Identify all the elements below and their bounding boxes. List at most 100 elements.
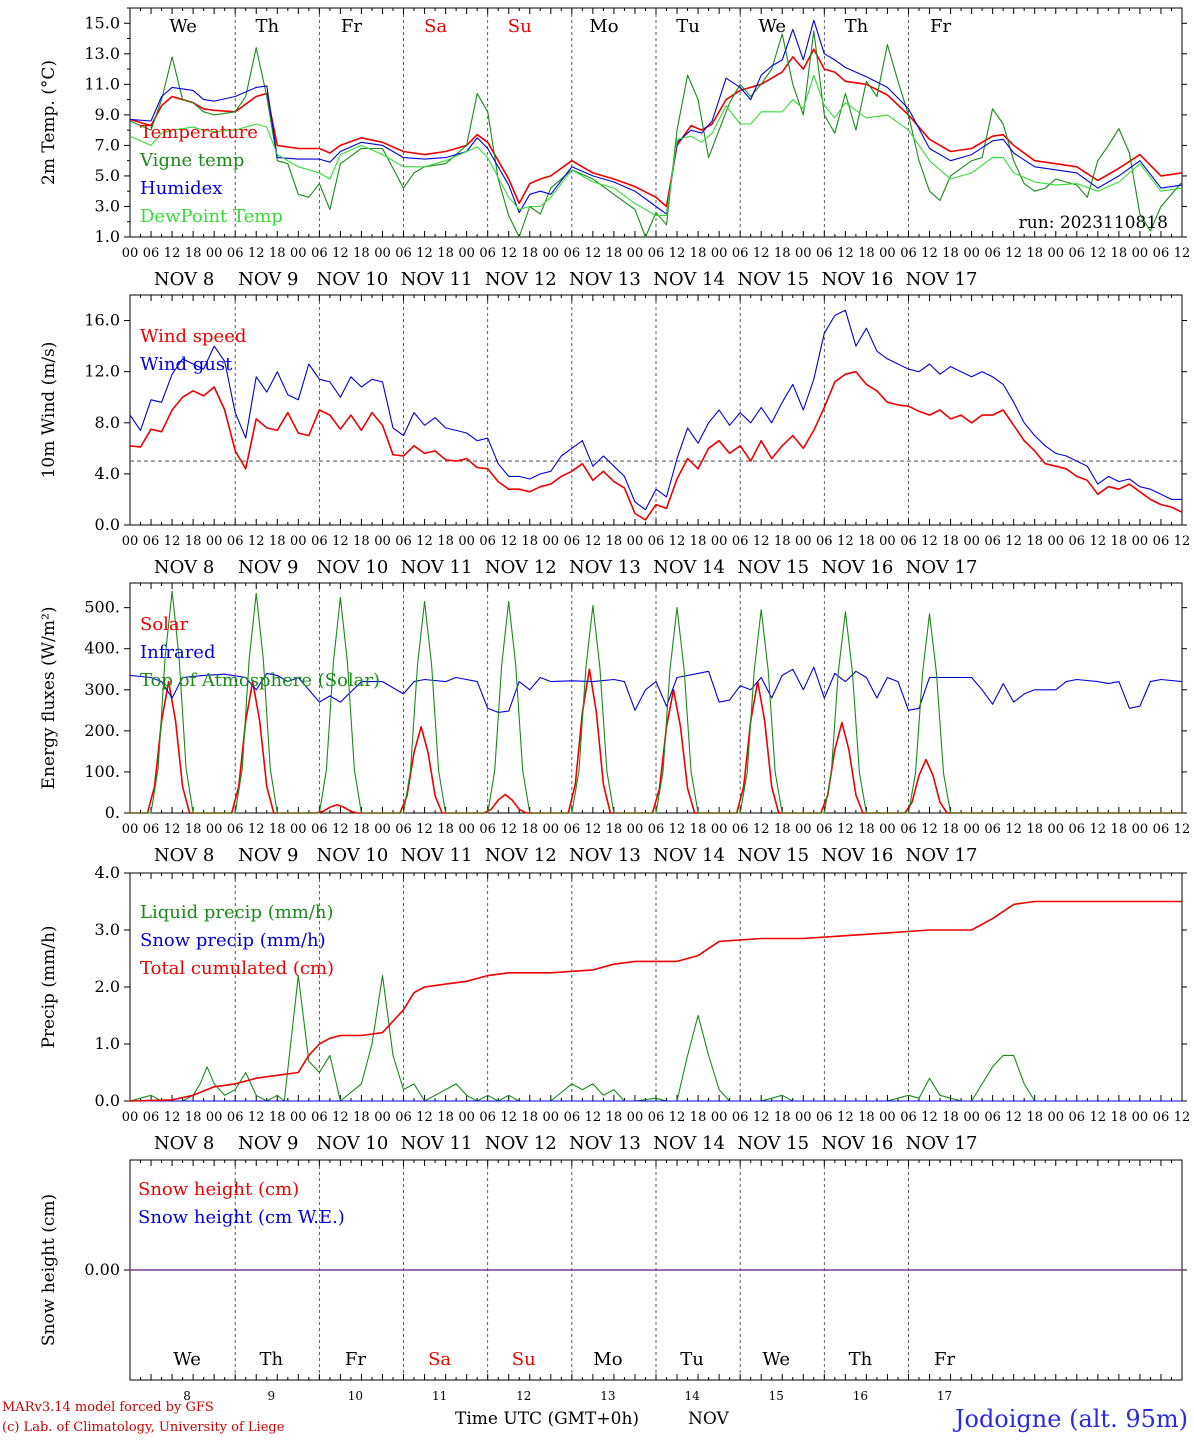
- hour-tick-label: 06: [900, 1110, 917, 1125]
- hour-tick-label: 00: [458, 246, 475, 261]
- date-label: NOV 9: [238, 1133, 298, 1154]
- weekday-label-bottom: Th: [259, 1349, 283, 1370]
- legend-entry: Snow height (cm): [138, 1179, 299, 1200]
- y-tick-label: 0.: [105, 803, 120, 822]
- hour-tick-label: 12: [669, 822, 686, 837]
- hour-tick-label: 12: [1174, 1110, 1191, 1125]
- hour-tick-label: 06: [1069, 822, 1086, 837]
- hour-tick-label: 00: [1132, 1110, 1149, 1125]
- weekday-label: Th: [845, 16, 869, 37]
- hour-tick-label: 12: [248, 1110, 265, 1125]
- y-tick-label: 8.0: [95, 413, 120, 432]
- hour-tick-label: 12: [669, 1110, 686, 1125]
- hour-tick-label: 18: [1026, 246, 1043, 261]
- hour-tick-label: 12: [1090, 822, 1107, 837]
- legend-entry: Vigne temp: [139, 150, 244, 171]
- hour-tick-label: 06: [143, 534, 160, 549]
- hour-tick-label: 00: [1047, 1110, 1064, 1125]
- hour-tick-label: 06: [395, 246, 412, 261]
- date-label: NOV 14: [653, 1133, 725, 1154]
- hour-tick-label: 06: [732, 534, 749, 549]
- hour-tick-label: 18: [1111, 246, 1128, 261]
- hour-tick-label: 06: [395, 822, 412, 837]
- hour-tick-label: 06: [479, 822, 496, 837]
- hour-tick-label: 12: [753, 534, 770, 549]
- date-label: NOV 14: [653, 557, 725, 578]
- day-number-label: 14: [684, 1389, 700, 1403]
- hour-tick-label: 06: [648, 822, 665, 837]
- hour-tick-label: 18: [1026, 822, 1043, 837]
- hour-tick-label: 00: [543, 534, 560, 549]
- hour-tick-label: 18: [858, 246, 875, 261]
- date-label: NOV 15: [737, 1133, 809, 1154]
- day-number-label: 9: [267, 1389, 275, 1403]
- weekday-label: Fr: [341, 16, 362, 37]
- hour-tick-label: 00: [963, 534, 980, 549]
- y-tick-label: 9.0: [95, 105, 120, 124]
- series-line-total-cumulated-cm-: [129, 900, 1182, 1102]
- panel-1: [124, 7, 1187, 238]
- weekday-label-bottom: We: [762, 1349, 790, 1370]
- hour-tick-label: 06: [143, 822, 160, 837]
- date-label: NOV 8: [154, 1133, 214, 1154]
- hour-tick-label: 12: [753, 822, 770, 837]
- hour-tick-label: 06: [227, 822, 244, 837]
- date-label: NOV 9: [238, 269, 298, 290]
- hour-tick-label: 12: [500, 822, 517, 837]
- hour-tick-label: 00: [711, 822, 728, 837]
- y-axis-label: Precip (mm/h): [39, 925, 59, 1048]
- date-label: NOV 11: [401, 269, 473, 290]
- hour-tick-label: 12: [1090, 534, 1107, 549]
- date-label: NOV 8: [154, 557, 214, 578]
- hour-tick-label: 18: [269, 822, 286, 837]
- date-label: NOV 11: [401, 1133, 473, 1154]
- hour-tick-label: 06: [1153, 246, 1170, 261]
- hour-tick-label: 18: [942, 822, 959, 837]
- panel-3: [124, 582, 1187, 814]
- day-number-label: 15: [769, 1389, 784, 1403]
- hour-tick-label: 12: [921, 822, 938, 837]
- date-label: NOV 13: [569, 845, 641, 866]
- hour-tick-label: 06: [227, 246, 244, 261]
- hour-tick-label: 12: [416, 246, 433, 261]
- date-label: NOV 15: [737, 269, 809, 290]
- hour-tick-label: 18: [606, 534, 623, 549]
- legend-entry: Wind speed: [140, 326, 246, 347]
- hour-tick-label: 06: [564, 1110, 581, 1125]
- hour-tick-label: 06: [1069, 1110, 1086, 1125]
- weekday-label: Su: [508, 16, 532, 37]
- series-line-top-of-atmosphere-solar-: [130, 590, 1182, 814]
- hour-tick-label: 00: [795, 246, 812, 261]
- hour-tick-label: 00: [543, 246, 560, 261]
- weekday-label: Tu: [676, 16, 700, 37]
- y-tick-label: 5.0: [95, 166, 120, 185]
- weekday-label-bottom: We: [173, 1349, 201, 1370]
- hour-tick-label: 00: [711, 1110, 728, 1125]
- date-label: NOV 8: [154, 845, 214, 866]
- legend-entry: Temperature: [140, 122, 258, 143]
- hour-tick-label: 18: [606, 822, 623, 837]
- weekday-label-bottom: Fr: [345, 1349, 366, 1370]
- y-tick-label: 4.0: [95, 464, 120, 483]
- hour-tick-label: 12: [753, 246, 770, 261]
- y-tick-label: 4.0: [95, 863, 120, 882]
- hour-tick-label: 06: [311, 246, 328, 261]
- hour-tick-label: 06: [1153, 534, 1170, 549]
- hour-tick-label: 00: [374, 822, 391, 837]
- weekday-label: Sa: [424, 16, 447, 37]
- hour-tick-label: 18: [185, 1110, 202, 1125]
- date-label: NOV 16: [821, 269, 893, 290]
- hour-tick-label: 18: [1111, 534, 1128, 549]
- hour-tick-label: 12: [416, 822, 433, 837]
- hour-tick-label: 18: [690, 534, 707, 549]
- hour-tick-label: 00: [543, 822, 560, 837]
- hour-tick-label: 06: [984, 1110, 1001, 1125]
- hour-tick-label: 18: [437, 534, 454, 549]
- y-tick-label: 0.0: [95, 515, 120, 534]
- hour-tick-label: 00: [290, 246, 307, 261]
- hour-tick-label: 00: [711, 534, 728, 549]
- y-tick-label: 300.: [84, 680, 120, 699]
- hour-tick-label: 06: [143, 1110, 160, 1125]
- date-label: NOV 16: [821, 845, 893, 866]
- hour-tick-label: 06: [900, 534, 917, 549]
